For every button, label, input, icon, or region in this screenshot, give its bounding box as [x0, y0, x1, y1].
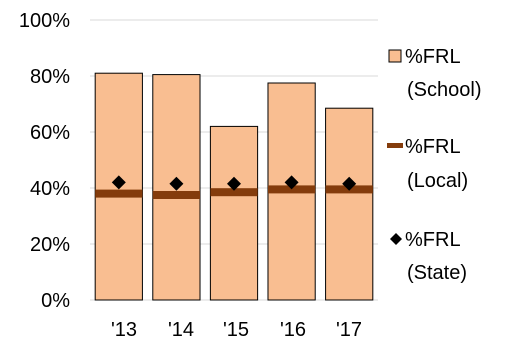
- legend: %FRL (School) %FRL (Local) %FRL (State): [387, 46, 481, 284]
- state-marker: [169, 176, 184, 191]
- state-marker: [342, 176, 357, 191]
- x-tick-label: '17: [336, 319, 362, 341]
- y-axis: 0% 20% 40% 60% 80% 100%: [19, 10, 70, 312]
- x-tick-label: '16: [280, 319, 306, 341]
- legend-school-swatch: [388, 49, 402, 63]
- y-tick-label: 0%: [41, 290, 70, 312]
- state-marker: [284, 175, 299, 190]
- school-bar: [94, 72, 143, 301]
- y-tick-label: 40%: [30, 178, 70, 200]
- school-bars: [94, 72, 374, 301]
- x-tick-label: '13: [111, 319, 137, 341]
- local-marker: [210, 188, 258, 197]
- legend-local-swatch: [387, 143, 403, 148]
- school-bar: [209, 125, 259, 301]
- legend-state-diamond: [390, 233, 402, 245]
- legend-local-label-line1: %FRL: [405, 136, 461, 158]
- x-tick-label: '15: [223, 319, 249, 341]
- y-tick-label: 80%: [30, 66, 70, 88]
- state-markers: [111, 175, 357, 191]
- y-tick-label: 20%: [30, 234, 70, 256]
- legend-state-label-line1: %FRL: [405, 229, 461, 251]
- legend-local-label-line2: (Local): [407, 170, 468, 192]
- legend-school-label-line1: %FRL: [405, 46, 461, 68]
- school-bar: [325, 107, 374, 301]
- x-axis: '13 '14 '15 '16 '17: [111, 319, 362, 341]
- local-marker: [95, 189, 143, 198]
- state-marker: [111, 175, 126, 190]
- state-marker: [227, 176, 241, 191]
- local-marker: [152, 191, 201, 199]
- y-tick-label: 100%: [19, 10, 70, 32]
- legend-school-label-line2: (School): [407, 79, 481, 101]
- y-tick-label: 60%: [30, 122, 70, 144]
- legend-state-label-line2: (State): [407, 262, 467, 284]
- x-tick-label: '14: [168, 319, 194, 341]
